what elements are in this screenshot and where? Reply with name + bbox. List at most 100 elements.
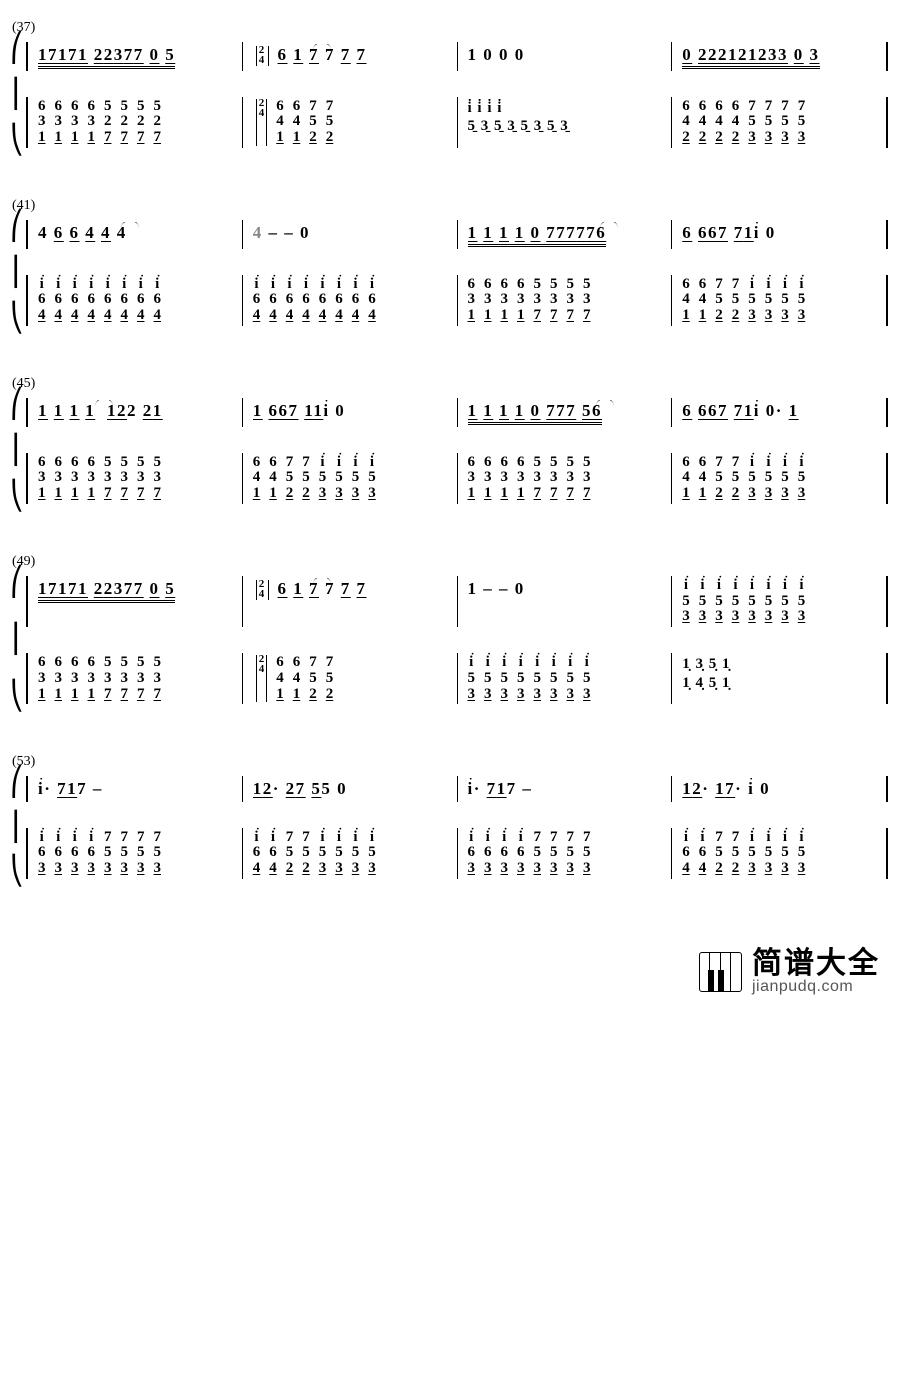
music-system: (41)⎜4 6 6 4 4 44 – – 01 1 1 1 0 7777766…: [10, 198, 890, 326]
barline: [886, 453, 890, 504]
accompaniment-cell: i·64i·64i·64i·64i·64i·64i·64i·64: [247, 275, 455, 326]
barline: [886, 97, 890, 148]
melody-staff: 1 1 1 1 122 21 1 667 11i· 0 1 1 1 1 0 777 …: [26, 398, 890, 427]
accompaniment-cell: i̇ i̇ i̇ i̇5̱ 3̱ 5̱ 3̱ 5̱ 3̱ 5̱ 3̱: [462, 97, 670, 139]
accompaniment-cell: i·63i·63i·63i·63753753753753: [462, 828, 670, 879]
barline: [457, 776, 460, 801]
accompaniment-cell: i·64i·64752752i·53i·53i·53i·53: [247, 828, 455, 879]
music-system: (37)⎜17171 22377 0 524 6 1 77 7 71 0 0 0…: [10, 20, 890, 148]
barline: [457, 398, 460, 427]
footer: 简谱大全 jianpudq.com: [0, 939, 900, 1015]
measure-number-label: (53): [12, 754, 890, 770]
barline: [671, 828, 674, 879]
melody-cell: 1 1 1 1 0 777 56: [462, 398, 670, 427]
footer-logo-text: 简谱大全 jianpudq.com: [752, 949, 880, 995]
accompaniment-cell: 631631631631537537537537: [462, 275, 670, 326]
melody-staff: 17171 22377 0 5 24 6 1 77 7 7 1 – – 0i·53i…: [26, 576, 890, 627]
barline: [671, 220, 674, 249]
music-system: (53)⎜i·· 717 –12· 27 55 0i·· 717 –12· 17…: [10, 754, 890, 879]
barline: [242, 42, 245, 71]
accompaniment-cell: 631631631631537537537537: [32, 453, 240, 504]
system-brace-icon: ⎜: [10, 220, 28, 326]
barline: [242, 828, 245, 879]
barline: [671, 653, 674, 704]
barline: [457, 97, 460, 148]
accompaniment-cell: 631631631631537537537537: [462, 453, 670, 504]
barline: [671, 776, 674, 801]
footer-title-cn: 简谱大全: [752, 949, 880, 979]
system-brace-icon: ⎜: [10, 776, 28, 879]
barline: [242, 275, 245, 326]
barline: [457, 576, 460, 627]
barline: [671, 42, 674, 71]
accompaniment-cell: 631631631631527527527527: [32, 97, 240, 148]
barline: [886, 220, 890, 249]
measure-number-label: (49): [12, 554, 890, 570]
measure-number-label: (41): [12, 198, 890, 214]
accompaniment-cell: 641641752752i·53i·53i·53i·53: [676, 453, 884, 504]
barline: [242, 576, 245, 627]
melody-cell: 0 222121233 0 3: [676, 42, 884, 71]
barline: [886, 398, 890, 427]
melody-cell: 12· 17· i· 0: [676, 776, 884, 801]
barline: [671, 97, 674, 148]
accompaniment-staff: 63163163163153753753753724641641752752i·…: [26, 653, 890, 704]
barline: [457, 828, 460, 879]
barline: [886, 42, 890, 71]
accompaniment-cell: 24641641752752: [247, 653, 455, 704]
barline: [457, 220, 460, 249]
melody-cell: 1 667 11i· 0: [247, 398, 455, 423]
music-system: (49)⎜17171 22377 0 524 6 1 77 7 71 – – 0…: [10, 554, 890, 705]
melody-cell: 6 667 71i· 0· 1: [676, 398, 884, 423]
accompaniment-staff: i·64i·64i·64i·64i·64i·64i·64i·64i·64i·64…: [26, 275, 890, 326]
barline: [886, 275, 890, 326]
accompaniment-cell: i·64i·64752752i·53i·53i·53i·53: [676, 828, 884, 879]
melody-cell: 1 – – 0: [462, 576, 670, 601]
footer-url: jianpudq.com: [752, 979, 880, 995]
piano-keys-icon: [700, 952, 742, 992]
accompaniment-cell: 642642642642753753753753: [676, 97, 884, 148]
melody-cell: i·53i·53i·53i·53i·53i·53i·53i·53: [676, 576, 884, 627]
melody-cell: 4 – – 0: [247, 220, 455, 245]
barline: [671, 275, 674, 326]
accompaniment-cell: i·63i·63i·63i·63753753753753: [32, 828, 240, 879]
melody-cell: 12· 27 55 0: [247, 776, 455, 801]
accompaniment-cell: 1̣ 3̣ 5̣ 1̣1̣ 4̣ 5̣ 1̣: [676, 653, 884, 695]
accompaniment-staff: 63163163163152752752752724641641752752i̇…: [26, 97, 890, 148]
barline: [886, 576, 890, 627]
melody-staff: 17171 22377 0 524 6 1 77 7 71 0 0 00 222…: [26, 42, 890, 71]
melody-cell: 1 1 1 1 0 777776: [462, 220, 670, 249]
barline: [457, 453, 460, 504]
barline: [886, 653, 890, 704]
accompaniment-staff: i·63i·63i·63i·63753753753753i·64i·647527…: [26, 828, 890, 879]
music-system: (45) ⎜1 1 1 1 122 21 1 667 11i· 0 1 1 1 1 0…: [10, 376, 890, 504]
system-brace-icon: ⎜: [10, 42, 28, 148]
melody-cell: 1 1 1 1 122 21: [32, 398, 240, 423]
barline: [242, 398, 245, 427]
barline: [242, 97, 245, 148]
accompaniment-cell: i·64i·64i·64i·64i·64i·64i·64i·64: [32, 275, 240, 326]
accompaniment-cell: 641641752752i·53i·53i·53i·53: [247, 453, 455, 504]
system-brace-icon: ⎜: [10, 398, 28, 504]
barline: [457, 275, 460, 326]
melody-cell: 6 667 71i· 0: [676, 220, 884, 245]
melody-cell: i·· 717 –: [462, 776, 670, 801]
melody-cell: 24 6 1 77 7 7: [247, 576, 455, 602]
melody-cell: 24 6 1 77 7 7: [247, 42, 455, 68]
accompaniment-cell: 24641641752752: [247, 97, 455, 148]
melody-staff: i·· 717 –12· 27 55 0i·· 717 –12· 17· i· …: [26, 776, 890, 801]
barline: [671, 398, 674, 427]
melody-cell: 17171 22377 0 5: [32, 42, 240, 71]
melody-cell: i·· 717 –: [32, 776, 240, 801]
barline: [242, 453, 245, 504]
melody-staff: 4 6 6 4 4 4 4 – – 0 1 1 1 1 0 7777766 667 …: [26, 220, 890, 249]
barline: [242, 653, 245, 704]
measure-number-label: (45): [12, 376, 890, 392]
melody-cell: 4 6 6 4 4 4: [32, 220, 240, 245]
barline: [671, 453, 674, 504]
accompaniment-cell: i·53i·53i·53i·53i·53i·53i·53i·53: [462, 653, 670, 704]
barline: [457, 653, 460, 704]
accompaniment-cell: 631631631631537537537537: [32, 653, 240, 704]
melody-cell: 17171 22377 0 5: [32, 576, 240, 605]
accompaniment-staff: 631631631631537537537537641641752752i·53…: [26, 453, 890, 504]
